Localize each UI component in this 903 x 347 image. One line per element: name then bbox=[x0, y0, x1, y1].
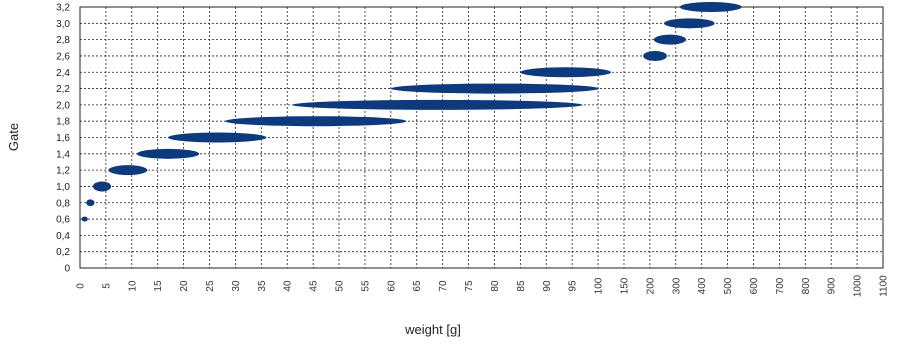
x-tick-label: 45 bbox=[309, 280, 320, 292]
range-mark bbox=[664, 18, 715, 29]
y-tick-label: 1,6 bbox=[56, 133, 70, 144]
y-axis-title: Gate bbox=[6, 123, 21, 151]
y-tick-label: 0,6 bbox=[56, 215, 70, 226]
x-tick-label: 75 bbox=[464, 280, 475, 292]
x-tick-label: 500 bbox=[723, 277, 734, 294]
x-tick-label: 30 bbox=[231, 280, 242, 292]
x-tick-label: 1100 bbox=[879, 275, 890, 297]
y-tick-label: 0 bbox=[64, 264, 70, 275]
range-mark bbox=[390, 83, 600, 94]
y-tick-label: 1,4 bbox=[56, 149, 70, 160]
range-mark bbox=[86, 199, 95, 207]
x-tick-label: 600 bbox=[749, 277, 760, 294]
x-tick-label: 85 bbox=[516, 280, 527, 292]
x-tick-label: 95 bbox=[568, 280, 579, 292]
y-tick-label: 1,0 bbox=[56, 182, 70, 193]
y-tick-label: 2,4 bbox=[56, 68, 70, 79]
x-tick-label: 40 bbox=[283, 280, 294, 292]
x-tick-label: 200 bbox=[645, 277, 656, 294]
range-mark bbox=[653, 34, 687, 45]
y-tick-label: 2,6 bbox=[56, 51, 70, 62]
x-axis-title: weight [g] bbox=[404, 322, 461, 337]
x-tick-label: 65 bbox=[412, 280, 423, 292]
x-tick-label: 70 bbox=[438, 280, 449, 292]
x-tick-label: 60 bbox=[386, 280, 397, 292]
x-tick-label: 20 bbox=[179, 280, 190, 292]
x-tick-label: 700 bbox=[775, 277, 786, 294]
x-tick-label: 400 bbox=[697, 277, 708, 294]
x-tick-label: 10 bbox=[127, 280, 138, 292]
x-tick-label: 90 bbox=[542, 280, 553, 292]
y-tick-label: 0,2 bbox=[56, 247, 70, 258]
x-tick-label: 35 bbox=[257, 280, 268, 292]
y-tick-label: 3,0 bbox=[56, 19, 70, 30]
range-mark bbox=[643, 50, 667, 61]
y-tick-label: 2,8 bbox=[56, 35, 70, 46]
x-tick-label: 300 bbox=[671, 277, 682, 294]
range-mark bbox=[108, 165, 148, 176]
x-axis-ticks: 0 5 10 15 20 25 30 35 40 45 50 55 60 65 70 75 80 85 90 95 10… bbox=[76, 274, 890, 297]
range-mark bbox=[168, 132, 267, 143]
x-tick-label: 800 bbox=[801, 277, 812, 294]
x-tick-label: 15 bbox=[153, 280, 164, 292]
range-mark bbox=[92, 181, 112, 192]
x-tick-label: 150 bbox=[619, 277, 630, 294]
range-mark bbox=[292, 99, 583, 110]
y-tick-label: 0,8 bbox=[56, 198, 70, 209]
x-tick-label: 25 bbox=[205, 280, 216, 292]
y-tick-label: 0,4 bbox=[56, 231, 70, 242]
y-tick-label: 3,2 bbox=[56, 3, 70, 14]
range-mark bbox=[81, 216, 88, 222]
x-tick-label: 1000 bbox=[853, 274, 864, 297]
x-tick-label: 900 bbox=[827, 277, 838, 294]
range-mark bbox=[679, 2, 742, 12]
x-tick-label: 5 bbox=[101, 283, 112, 289]
range-mark bbox=[136, 148, 200, 159]
x-tick-label: 0 bbox=[76, 283, 87, 289]
y-tick-label: 2,2 bbox=[56, 84, 70, 95]
x-tick-label: 55 bbox=[360, 280, 371, 292]
y-tick-label: 2,0 bbox=[56, 100, 70, 111]
plot-frame bbox=[79, 6, 884, 269]
x-tick-label: 80 bbox=[490, 280, 501, 292]
x-tick-label: 50 bbox=[335, 280, 346, 292]
y-tick-label: 1,2 bbox=[56, 166, 70, 177]
x-tick-label: 100 bbox=[594, 277, 605, 294]
y-axis-ticks: 0 0,2 0,4 0,6 0,8 1,0 1,2 1,4 1,6 1,8 2,0 2,2 2,4 2,6… bbox=[56, 3, 70, 275]
range-marks bbox=[81, 2, 742, 222]
y-tick-label: 1,8 bbox=[56, 117, 70, 128]
range-mark bbox=[225, 116, 407, 127]
range-mark bbox=[520, 67, 612, 78]
gridlines bbox=[80, 7, 883, 268]
